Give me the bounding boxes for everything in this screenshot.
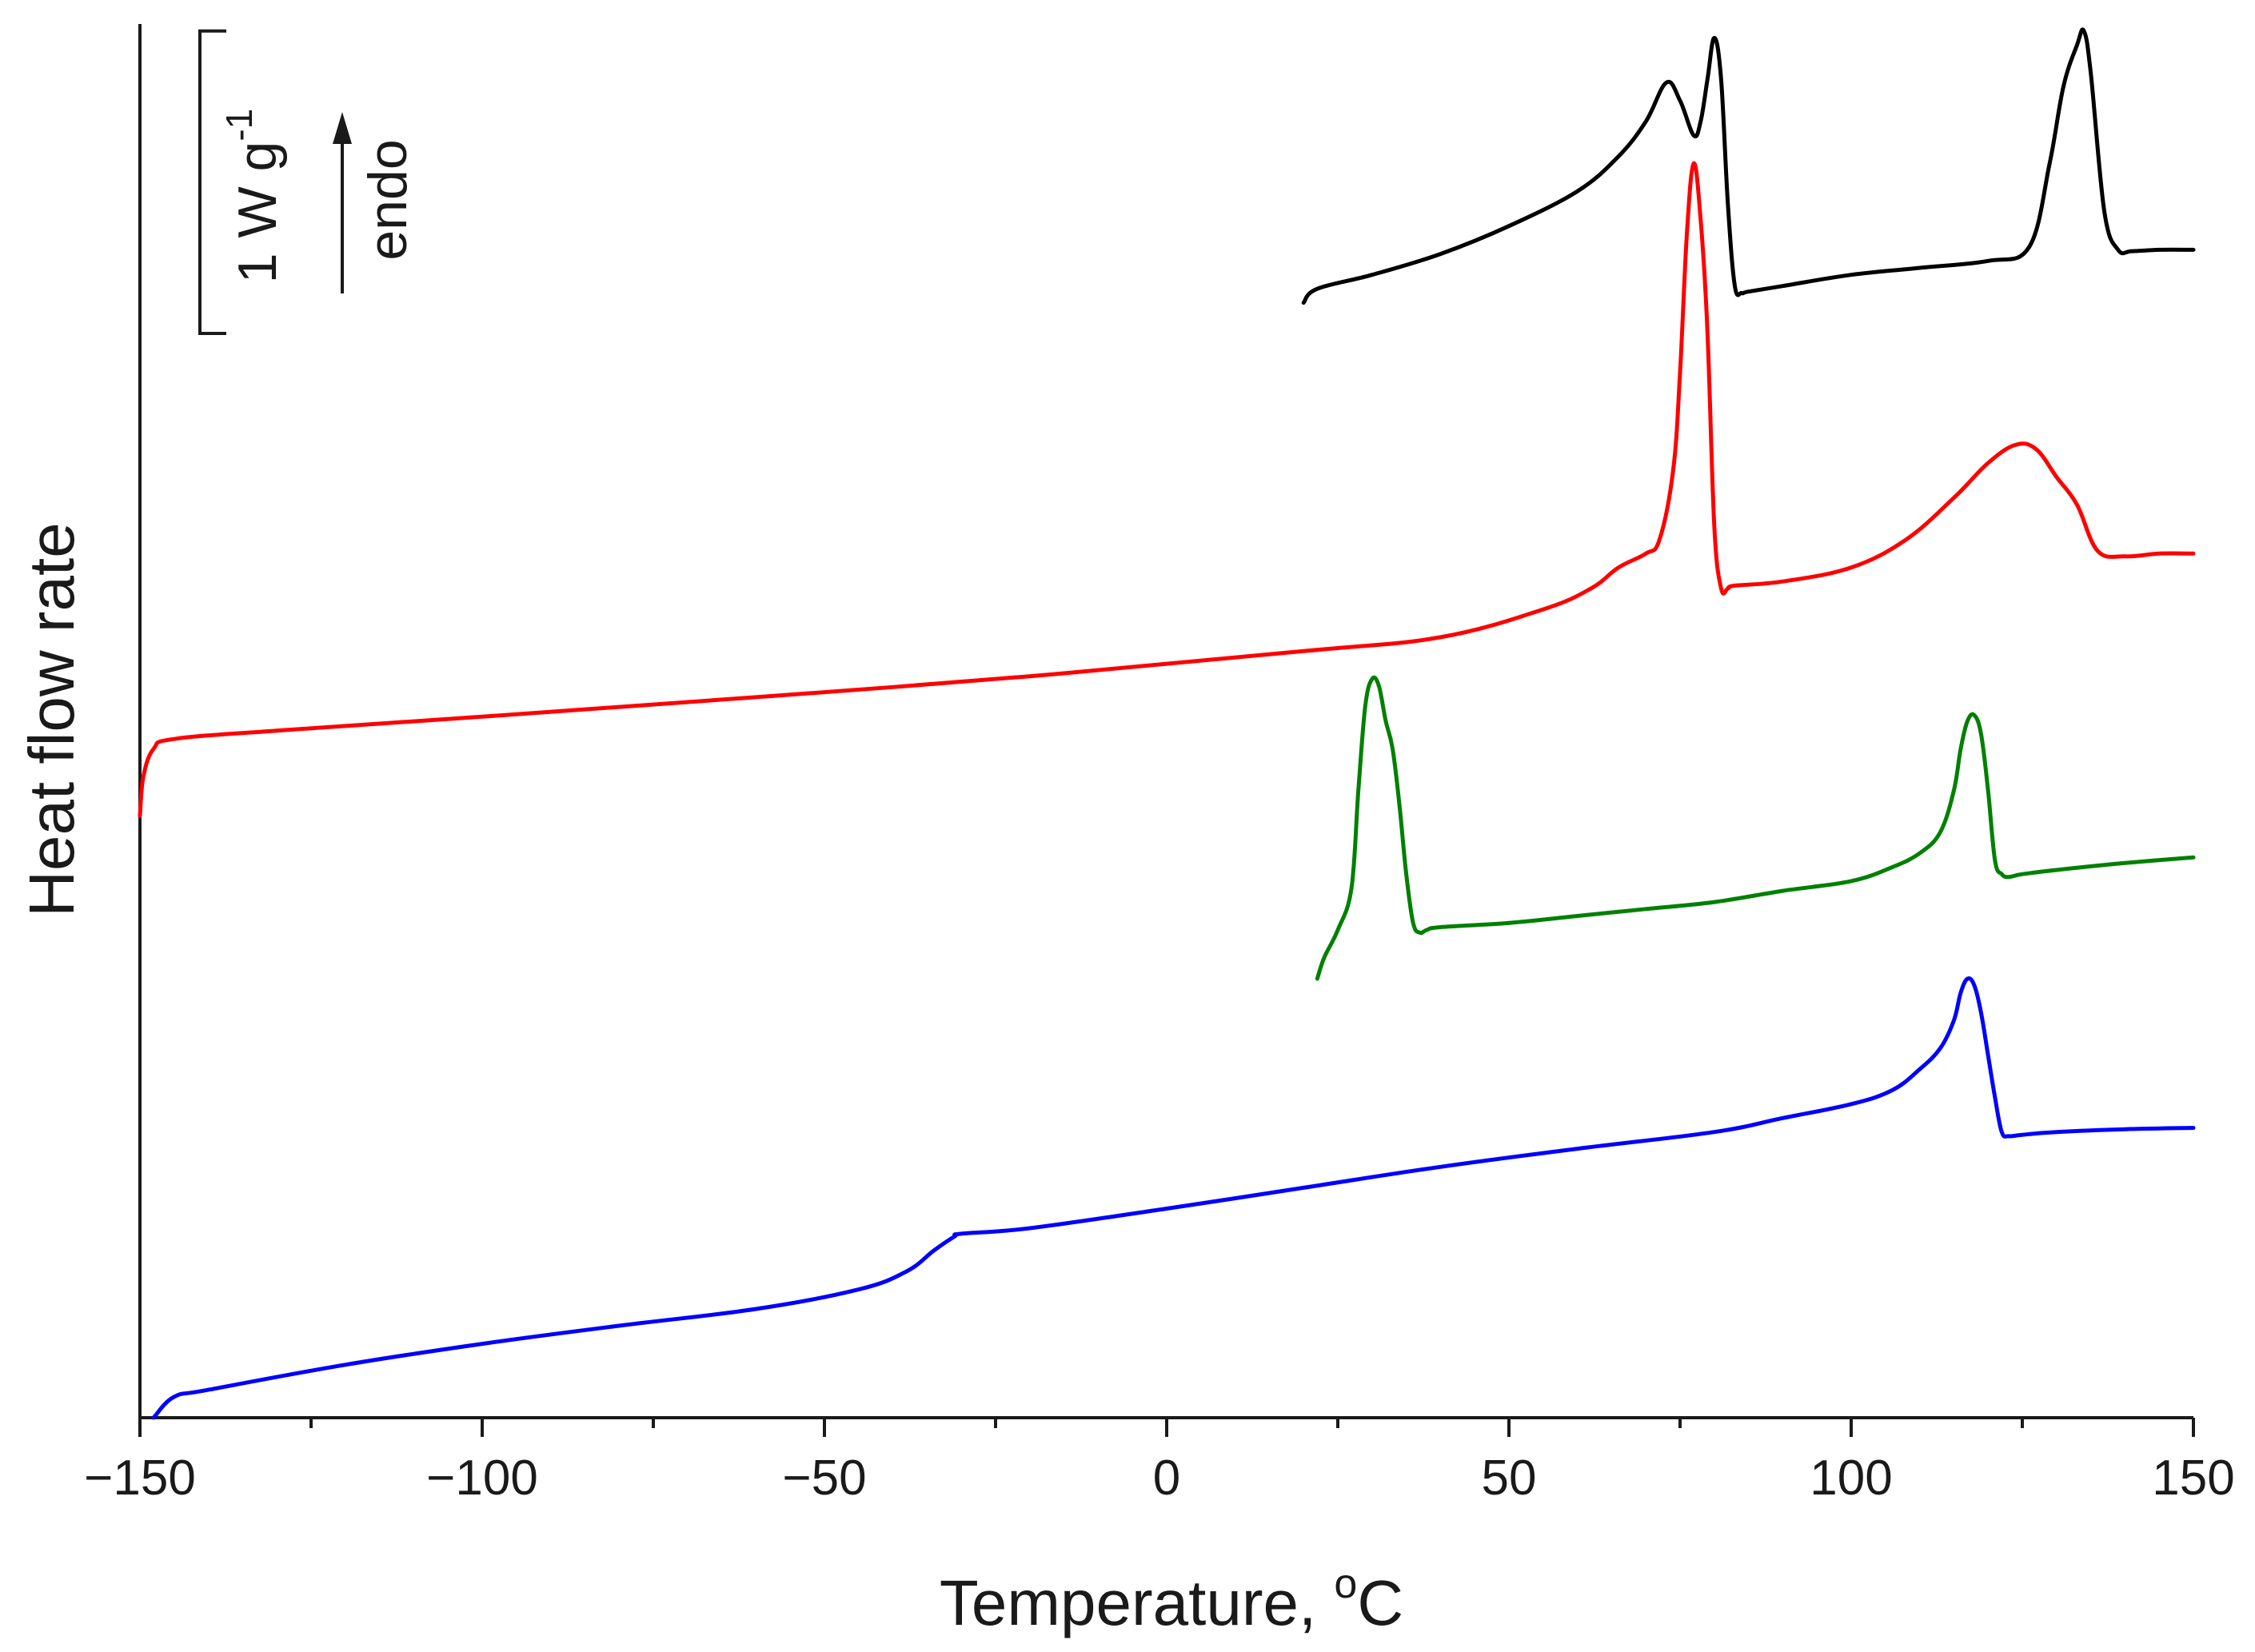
series-line-green xyxy=(1315,675,2196,981)
x-tick-label: 0 xyxy=(1153,1450,1180,1506)
x-axis-title: Temperature, oC xyxy=(940,1561,1403,1638)
series-line-blue xyxy=(151,976,2196,1420)
x-axis-tick-labels: −150 −100 −50 0 50 100 150 xyxy=(84,1450,2235,1506)
scale-bar: 1 W g-1 xyxy=(198,29,288,335)
x-axis-ticks xyxy=(138,1418,2195,1437)
endo-label: endo xyxy=(357,139,418,260)
x-tick-label: 50 xyxy=(1482,1450,1537,1506)
x-tick-label: −50 xyxy=(782,1450,866,1506)
series-layer xyxy=(138,27,2196,1420)
endo-arrow-head xyxy=(333,112,352,144)
y-axis-title: Heat flow rate xyxy=(16,522,87,917)
scale-bar-label: 1 W g-1 xyxy=(218,109,288,284)
scale-bar-bracket xyxy=(198,29,226,335)
x-tick-label: 150 xyxy=(2152,1450,2234,1506)
x-tick-label: 100 xyxy=(1810,1450,1892,1506)
series-line-red xyxy=(138,161,2196,818)
series-line-black xyxy=(1301,27,2196,305)
endo-indicator: endo xyxy=(333,112,418,293)
x-tick-label: −100 xyxy=(426,1450,538,1506)
x-tick-label: −150 xyxy=(84,1450,196,1506)
